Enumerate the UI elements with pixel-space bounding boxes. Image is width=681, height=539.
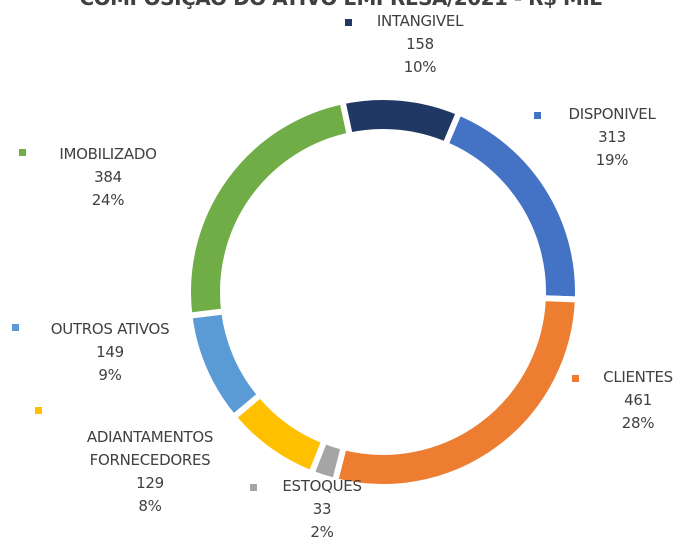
category-label: ADIANTAMENTOS FORNECEDORES [86,428,214,469]
donut-slice [186,308,265,422]
legend-marker [572,375,579,382]
percent-label: 19% [595,151,629,169]
donut-slice [441,108,581,303]
percent-label: 24% [91,191,125,209]
legend-marker [250,484,257,491]
donut-slice [185,97,354,319]
value-label: 33 [312,500,332,518]
category-label: ESTOQUES [282,477,362,495]
percent-label: 28% [621,414,655,432]
percent-label: 2% [310,523,334,539]
value-label: 313 [598,128,626,146]
legend-marker [534,112,541,119]
legend-marker [19,149,26,156]
category-label: OUTROS ATIVOS [50,320,170,338]
value-label: 384 [94,168,122,186]
legend-marker [12,324,19,331]
value-label: 149 [96,343,124,361]
legend-marker [345,19,352,26]
value-label: 129 [136,474,164,492]
percent-label: 9% [98,366,122,384]
chart-title: COMPOSIÇÃO DO ATIVO EMPRESA/2021 - R$ MI… [0,0,681,10]
value-label: 158 [406,35,434,53]
percent-label: 8% [138,497,162,515]
value-label: 461 [624,391,652,409]
donut-slice [331,295,581,490]
category-label: CLIENTES [603,368,673,386]
category-label: DISPONIVEL [568,105,656,123]
legend-marker [35,407,42,414]
percent-label: 10% [403,58,437,76]
category-label: IMOBILIZADO [59,145,157,163]
category-label: INTANGIVEL [376,12,464,30]
donut-slice [338,94,463,149]
